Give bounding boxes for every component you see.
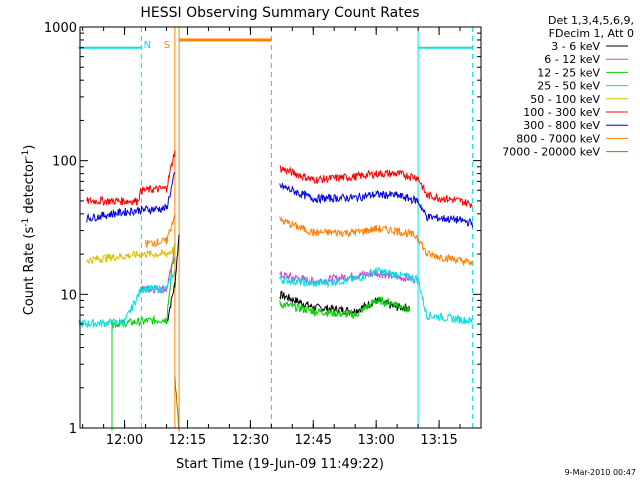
marker-label-n: N <box>144 40 151 51</box>
x-tick-label-1: 12:15 <box>169 433 206 448</box>
x-axis-label: Start Time (19-Jun-09 11:49:22) <box>176 457 384 472</box>
x-tick-label-2: 12:30 <box>232 433 269 448</box>
legend-label-0: 3 - 6 keV <box>551 40 600 53</box>
legend-label-8: 7000 - 20000 keV <box>502 146 600 159</box>
legend-label-4: 50 - 100 keV <box>530 93 600 106</box>
footer-timestamp: 9-Mar-2010 00:47 <box>565 468 636 477</box>
y-axis-label: Count Rate (s-1 detector-1) <box>21 145 37 316</box>
y-tick-label-2: 100 <box>52 155 77 170</box>
series-line-6-0 <box>86 172 176 223</box>
series-line-0-0 <box>166 234 180 325</box>
x-tick-label-3: 12:45 <box>295 433 332 448</box>
legend-label-3: 25 - 50 keV <box>537 80 600 93</box>
legend-label-1: 6 - 12 keV <box>544 53 600 66</box>
x-tick-label-0: 12:00 <box>106 433 143 448</box>
legend: Det 1,3,4,5,6,9,FDecim 1, Att 03 - 6 keV… <box>502 14 634 159</box>
series-line-3-1 <box>279 266 473 325</box>
y-tick-label-3: 1000 <box>44 21 77 36</box>
series-line-5-0 <box>86 150 176 207</box>
plot-frame <box>79 26 482 429</box>
legend-label-5: 100 - 300 keV <box>523 106 600 119</box>
series-line-6-1 <box>279 183 474 228</box>
legend-label-6: 300 - 800 keV <box>523 119 600 132</box>
x-tick-label-4: 13:00 <box>357 433 394 448</box>
legend-label-2: 12 - 25 keV <box>537 66 600 79</box>
series-line-8-0 <box>174 376 180 432</box>
series-line-2-1 <box>279 295 411 319</box>
legend-header-0: Det 1,3,4,5,6,9, <box>548 14 634 27</box>
series-line-7-0 <box>145 214 176 249</box>
x-axis: 12:00 12:15 12:30 12:45 13:00 13:15 <box>82 27 461 448</box>
y-axis: 1 10 100 1000 <box>44 21 481 437</box>
y-tick-label-0: 1 <box>69 422 77 437</box>
legend-header-1: FDecim 1, Att 0 <box>549 27 634 40</box>
series-line-7-2 <box>279 216 474 267</box>
x-tick-label-5: 13:15 <box>420 433 457 448</box>
chart-title: HESSI Observing Summary Count Rates <box>140 5 419 21</box>
series-line-2-0 <box>111 243 176 431</box>
series-line-4-0 <box>86 244 176 264</box>
legend-label-7: 800 - 7000 keV <box>516 132 600 145</box>
marker-label-s: S <box>164 40 170 51</box>
series-line-3-0 <box>78 270 176 329</box>
series-line-5-1 <box>279 165 473 209</box>
y-tick-label-1: 10 <box>60 288 77 303</box>
